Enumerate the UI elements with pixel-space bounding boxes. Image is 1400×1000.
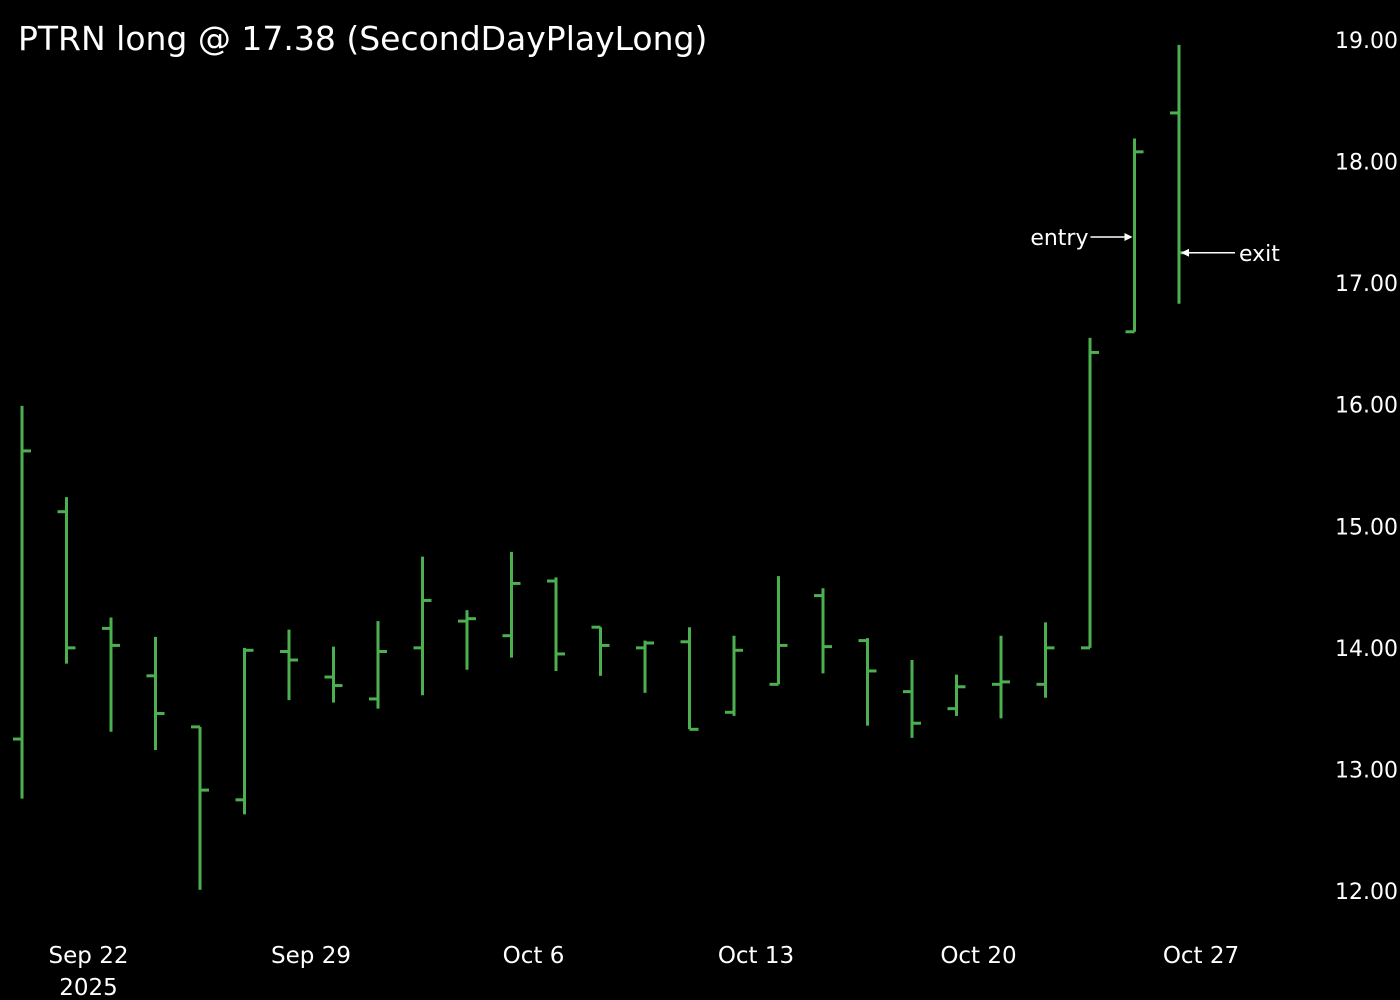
ohlc-bar bbox=[858, 638, 877, 726]
ohlc-bars bbox=[13, 44, 1188, 890]
annotation-exit: exit bbox=[1181, 242, 1280, 267]
y-tick-label: 15.00 bbox=[1335, 515, 1398, 540]
y-axis: 19.00 18.00 17.00 16.00 15.00 14.00 13.00 12.00 bbox=[1335, 29, 1398, 905]
x-tick-year-label: 2025 bbox=[59, 975, 118, 1000]
y-tick-label: 14.00 bbox=[1335, 637, 1398, 662]
entry-arrow-head bbox=[1124, 232, 1133, 241]
ohlc-bar bbox=[1081, 337, 1099, 650]
x-tick-label: Oct 13 bbox=[718, 943, 794, 969]
ohlc-bar bbox=[324, 646, 343, 703]
ohlc-bar bbox=[992, 635, 1010, 719]
ohlc-bar bbox=[280, 629, 298, 701]
ohlc-bar bbox=[680, 627, 699, 731]
x-axis: Sep 22 2025 Sep 29 Oct 6 Oct 13 Oct 20 Oct 27 bbox=[49, 943, 1240, 1000]
ohlc-bar bbox=[769, 576, 788, 686]
ohlc-bar bbox=[369, 621, 387, 709]
ohlc-bar bbox=[413, 556, 432, 696]
x-tick-label: Oct 27 bbox=[1163, 943, 1239, 969]
exit-arrow-head bbox=[1181, 248, 1189, 257]
y-tick-label: 13.00 bbox=[1335, 758, 1398, 783]
trade-annotations: entry exit bbox=[1030, 226, 1280, 267]
ohlc-bar bbox=[725, 635, 743, 716]
ohlc-bar bbox=[903, 660, 921, 738]
ohlc-bar bbox=[1170, 44, 1188, 304]
annotation-entry: entry bbox=[1030, 226, 1133, 251]
y-tick-label: 18.00 bbox=[1335, 151, 1398, 176]
y-tick-label: 16.00 bbox=[1335, 394, 1398, 419]
x-tick-label: Oct 6 bbox=[503, 943, 565, 969]
ohlc-bar bbox=[191, 725, 209, 890]
ohlc-bar bbox=[547, 577, 565, 671]
ohlc-bar bbox=[13, 405, 31, 799]
chart-title: PTRN long @ 17.38 (SecondDayPlayLong) bbox=[18, 19, 707, 58]
ohlc-bar bbox=[57, 497, 76, 664]
ohlc-bar bbox=[102, 617, 120, 732]
ohlc-bar bbox=[502, 551, 521, 658]
ohlc-bar bbox=[636, 640, 654, 693]
ohlc-bar bbox=[458, 610, 476, 670]
ohlc-bar bbox=[947, 674, 966, 716]
ohlc-bar bbox=[146, 636, 165, 750]
y-tick-label: 12.00 bbox=[1335, 880, 1398, 905]
ohlc-bar bbox=[1125, 138, 1144, 334]
x-tick-label: Sep 22 bbox=[49, 943, 129, 969]
ohlc-bar bbox=[591, 625, 610, 676]
ohlc-bar bbox=[235, 647, 254, 815]
x-tick-label: Oct 20 bbox=[940, 943, 1016, 969]
y-tick-label: 17.00 bbox=[1335, 272, 1398, 297]
entry-label: entry bbox=[1030, 226, 1088, 251]
ohlc-bar bbox=[1036, 622, 1055, 698]
x-tick-label: Sep 29 bbox=[271, 943, 351, 969]
y-tick-label: 19.00 bbox=[1335, 29, 1398, 54]
exit-label: exit bbox=[1239, 242, 1280, 267]
ohlc-bar bbox=[814, 588, 832, 674]
